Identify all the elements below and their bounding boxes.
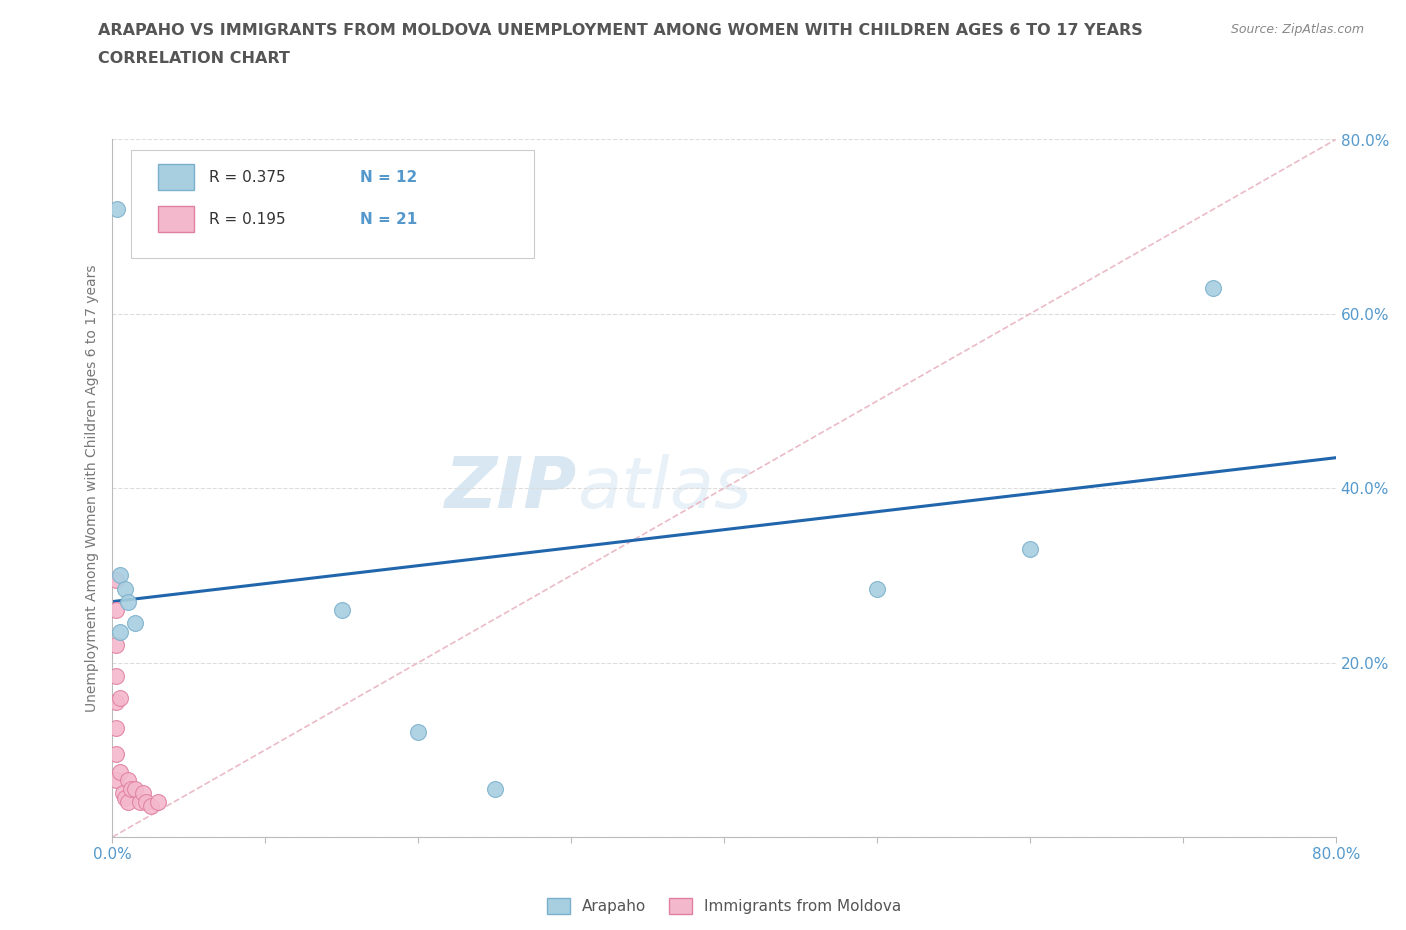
- Point: [108, 568, 131, 583]
- Point: [108, 690, 131, 705]
- Point: [124, 781, 146, 796]
- Point: [330, 603, 353, 618]
- Point: [112, 786, 135, 801]
- Y-axis label: Unemployment Among Women with Children Ages 6 to 17 years: Unemployment Among Women with Children A…: [86, 264, 100, 712]
- Text: atlas: atlas: [578, 454, 752, 523]
- Point: [104, 638, 127, 653]
- Point: [104, 669, 127, 684]
- Point: [117, 794, 139, 809]
- Point: [484, 781, 506, 796]
- Point: [120, 781, 142, 796]
- Text: R = 0.375: R = 0.375: [209, 169, 285, 185]
- Point: [408, 725, 430, 740]
- Text: ARAPAHO VS IMMIGRANTS FROM MOLDOVA UNEMPLOYMENT AMONG WOMEN WITH CHILDREN AGES 6: ARAPAHO VS IMMIGRANTS FROM MOLDOVA UNEMP…: [98, 23, 1143, 38]
- Point: [104, 603, 127, 618]
- Legend: Arapaho, Immigrants from Moldova: Arapaho, Immigrants from Moldova: [541, 892, 907, 920]
- Point: [104, 572, 127, 587]
- Point: [114, 790, 136, 805]
- Point: [148, 794, 170, 809]
- Point: [104, 747, 127, 762]
- Point: [105, 202, 128, 217]
- FancyBboxPatch shape: [131, 150, 534, 259]
- Point: [108, 764, 131, 779]
- Point: [132, 786, 155, 801]
- Point: [104, 721, 127, 736]
- Point: [117, 773, 139, 788]
- Text: CORRELATION CHART: CORRELATION CHART: [98, 51, 290, 66]
- Point: [104, 695, 127, 710]
- Text: N = 12: N = 12: [360, 169, 416, 185]
- Point: [1018, 542, 1040, 557]
- Text: Source: ZipAtlas.com: Source: ZipAtlas.com: [1230, 23, 1364, 36]
- Text: N = 21: N = 21: [360, 211, 416, 227]
- Bar: [157, 164, 194, 191]
- Point: [124, 616, 146, 631]
- Point: [1202, 280, 1225, 295]
- Point: [129, 794, 152, 809]
- Point: [108, 625, 131, 640]
- Point: [866, 581, 889, 596]
- Point: [114, 581, 136, 596]
- Bar: [157, 206, 194, 232]
- Point: [139, 799, 162, 814]
- Point: [104, 773, 127, 788]
- Text: R = 0.195: R = 0.195: [209, 211, 285, 227]
- Text: ZIP: ZIP: [446, 454, 578, 523]
- Point: [117, 594, 139, 609]
- Point: [135, 794, 157, 809]
